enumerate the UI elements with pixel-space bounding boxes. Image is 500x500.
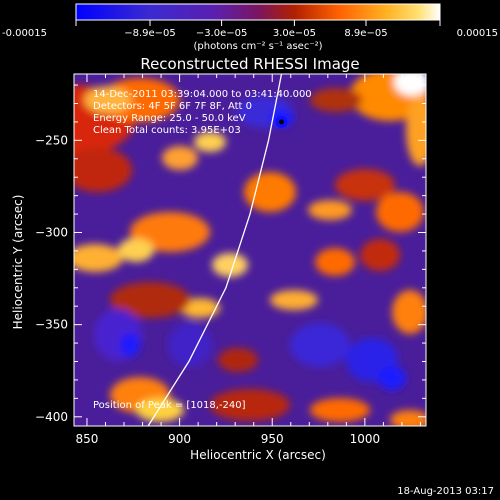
annotation-line: Energy Range: 25.0 - 50.0 keV — [93, 113, 246, 124]
colorbar-tick-label: 0.00015 — [457, 28, 498, 39]
heatmap-blob — [162, 146, 198, 170]
colorbar-tick-labels: -0.00015 −8.9e−05 −3.0e−05 3.0e−05 8.9e−05 0.… — [2, 28, 498, 39]
heatmap-blob — [130, 212, 210, 252]
heatmap-blob — [118, 238, 154, 262]
heatmap-blob — [310, 88, 362, 112]
heatmap-blob — [376, 192, 424, 232]
colorbar-unit-label: (photons cm⁻² s⁻¹ asec⁻²) — [193, 41, 322, 52]
annotation-line: Detectors: 4F 5F 6F 7F 8F, Att 0 — [93, 101, 252, 112]
heatmap-blob — [308, 200, 352, 220]
y-tick-label: −400 — [35, 410, 68, 424]
x-tick-label: 850 — [76, 432, 99, 446]
heatmap-image — [74, 74, 426, 426]
y-tick-label: −350 — [35, 318, 68, 332]
heatmap-blob — [310, 398, 370, 422]
heatmap-blobs — [74, 74, 426, 426]
x-axis-ticks: 850 900 950 1000 — [76, 74, 421, 446]
heatmap-blob — [290, 323, 350, 367]
peak-marker — [275, 115, 288, 128]
heatmap-blob — [335, 169, 395, 201]
heatmap-blob — [390, 410, 426, 426]
heatmap-blob — [392, 290, 426, 334]
colorbar-ticks — [75, 20, 441, 26]
heatmap-blob — [84, 86, 132, 114]
colorbar-tick-label: −8.9e−05 — [124, 28, 176, 39]
heatmap-blob — [218, 348, 258, 372]
heatmap-blob — [136, 398, 184, 422]
x-tick-label: 950 — [261, 432, 284, 446]
heatmap-blob — [120, 333, 140, 357]
annotation-line: Clean Total counts: 3.95E+03 — [93, 125, 241, 136]
y-axis-label: Heliocentric Y (arcsec) — [11, 195, 25, 330]
x-tick-label: 1000 — [350, 432, 381, 446]
y-axis-ticks: −250 −300 −350 −400 — [35, 84, 426, 424]
heatmap-blob — [360, 239, 400, 271]
y-tick-label: −300 — [35, 225, 68, 239]
annotation-line: 14-Dec-2011 03:39:04.000 to 03:41:40.000 — [93, 89, 312, 100]
heatmap-blob — [394, 74, 426, 96]
heatmap-blob — [378, 366, 406, 390]
colorbar-tick-label: −3.0e−05 — [196, 28, 248, 39]
solar-limb-curve — [147, 74, 283, 426]
x-tick-label: 900 — [168, 432, 191, 446]
heatmap-blob — [244, 172, 296, 212]
colorbar-tick-label: 8.9e−05 — [344, 28, 387, 39]
heatmap-blob — [315, 248, 355, 276]
y-tick-label: −250 — [35, 133, 68, 147]
heatmap-blob — [168, 323, 212, 367]
heatmap-blob — [74, 148, 132, 192]
render-timestamp: 18-Aug-2013 03:17 — [397, 486, 494, 497]
colorbar-tick-label: 3.0e−05 — [273, 28, 316, 39]
colorbar-tick-label: -0.00015 — [2, 28, 47, 39]
heatmap-blob — [406, 94, 426, 166]
annotation-block: 14-Dec-2011 03:39:04.000 to 03:41:40.000… — [93, 89, 312, 136]
plot-frame — [73, 73, 427, 427]
heatmap-blob — [212, 253, 248, 277]
heatmap-blob — [180, 298, 220, 318]
colorbar — [75, 3, 441, 21]
x-axis-label: Heliocentric X (arcsec) — [190, 448, 326, 462]
chart-title: Reconstructed RHESSI Image — [140, 55, 359, 73]
heatmap-blob — [110, 282, 190, 318]
heatmap-blob — [194, 132, 226, 152]
peak-position-label: Position of Peak = [1018,-240] — [93, 400, 246, 411]
heatmap-blob — [270, 290, 318, 310]
heatmap-blob — [74, 244, 123, 272]
marker-dot — [279, 119, 284, 125]
heatmap-blob — [210, 389, 290, 421]
